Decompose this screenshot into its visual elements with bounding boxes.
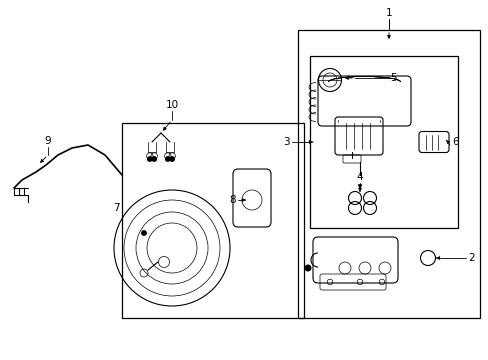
Circle shape <box>142 231 146 235</box>
Circle shape <box>165 157 170 161</box>
Text: 2: 2 <box>467 253 474 263</box>
Circle shape <box>147 157 152 161</box>
Text: 6: 6 <box>451 137 458 147</box>
Circle shape <box>305 265 310 271</box>
Text: 7: 7 <box>113 203 120 213</box>
Text: 8: 8 <box>229 195 236 205</box>
Bar <box>122 123 304 318</box>
Text: 10: 10 <box>165 100 178 110</box>
Bar <box>297 30 479 318</box>
Text: 3: 3 <box>283 137 289 147</box>
Circle shape <box>170 157 174 161</box>
Text: 1: 1 <box>385 8 391 18</box>
Text: 5: 5 <box>389 73 396 83</box>
Bar <box>309 56 457 228</box>
Text: 9: 9 <box>44 136 51 146</box>
Circle shape <box>152 157 156 161</box>
Text: 4: 4 <box>356 172 363 182</box>
